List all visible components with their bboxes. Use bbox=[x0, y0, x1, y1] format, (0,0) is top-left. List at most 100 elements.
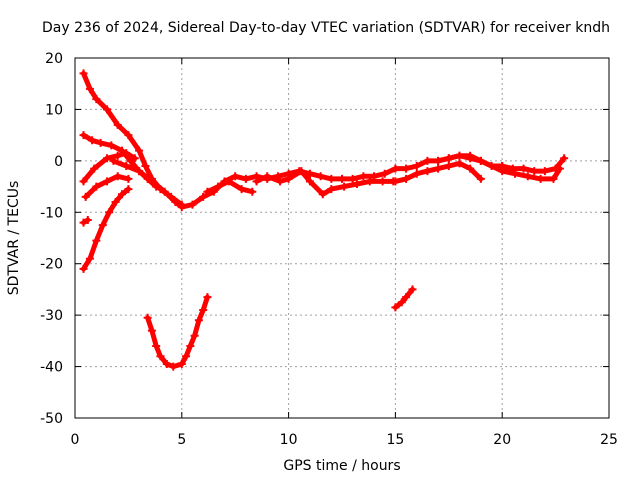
data-point bbox=[79, 69, 88, 78]
data-point bbox=[423, 167, 432, 176]
data-point bbox=[214, 182, 223, 191]
data-point bbox=[182, 352, 191, 361]
x-tick-label: 5 bbox=[177, 432, 186, 448]
data-point bbox=[124, 174, 133, 183]
data-point bbox=[111, 198, 120, 206]
data-point bbox=[466, 154, 475, 163]
data-point bbox=[466, 164, 475, 173]
data-point bbox=[402, 164, 411, 173]
data-point bbox=[402, 293, 411, 302]
data-point bbox=[305, 177, 314, 186]
data-point bbox=[540, 167, 549, 176]
data-point bbox=[352, 180, 361, 188]
data-point bbox=[318, 190, 327, 199]
data-point bbox=[103, 105, 112, 114]
data-point bbox=[359, 172, 368, 181]
data-point bbox=[412, 162, 421, 170]
data-point bbox=[476, 156, 485, 165]
data-point bbox=[248, 187, 257, 196]
data-point bbox=[83, 216, 92, 224]
data-point bbox=[92, 182, 101, 191]
data-point bbox=[79, 218, 88, 227]
data-point bbox=[455, 159, 464, 168]
data-point bbox=[109, 156, 118, 165]
data-point bbox=[203, 187, 212, 196]
data-point bbox=[188, 200, 197, 209]
data-point bbox=[252, 177, 261, 186]
data-point bbox=[434, 164, 443, 173]
data-point bbox=[105, 208, 114, 217]
chart-title: Day 236 of 2024, Sidereal Day-to-day VTE… bbox=[42, 20, 610, 36]
data-point bbox=[391, 177, 400, 186]
data-point bbox=[96, 138, 105, 147]
data-point bbox=[231, 172, 240, 181]
data-point bbox=[444, 162, 453, 170]
data-point bbox=[511, 169, 520, 178]
data-point bbox=[113, 120, 122, 129]
axis-ticks bbox=[74, 57, 610, 419]
data-point bbox=[88, 136, 97, 145]
data-point bbox=[156, 352, 165, 361]
data-point bbox=[316, 172, 325, 181]
data-point bbox=[160, 187, 169, 196]
data-point bbox=[560, 154, 569, 163]
data-point bbox=[241, 174, 250, 183]
data-point bbox=[397, 298, 406, 307]
data-point bbox=[237, 185, 246, 194]
data-point bbox=[408, 285, 417, 294]
data-point bbox=[555, 164, 564, 173]
series-arc-5 bbox=[81, 186, 131, 272]
data-point bbox=[103, 177, 112, 186]
x-axis-label: GPS time / hours bbox=[283, 458, 400, 474]
data-point bbox=[143, 313, 152, 322]
data-point bbox=[130, 154, 139, 163]
data-point bbox=[378, 177, 387, 186]
data-point bbox=[498, 162, 507, 170]
data-point bbox=[380, 169, 389, 178]
data-point bbox=[194, 316, 203, 325]
data-point bbox=[203, 293, 212, 302]
data-point bbox=[199, 306, 208, 314]
data-point bbox=[327, 174, 336, 183]
data-point bbox=[530, 167, 539, 176]
data-point bbox=[107, 141, 116, 150]
grid bbox=[75, 58, 609, 418]
data-point bbox=[122, 162, 131, 170]
data-point bbox=[135, 167, 144, 176]
data-point bbox=[523, 172, 532, 181]
data-point bbox=[113, 151, 122, 160]
x-tick-label: 15 bbox=[386, 432, 404, 448]
x-tick-label: 20 bbox=[493, 432, 511, 448]
x-tick-label: 25 bbox=[600, 432, 618, 448]
data-point bbox=[98, 221, 107, 230]
plot-frame bbox=[74, 57, 610, 419]
y-tick-label: -10 bbox=[40, 205, 63, 221]
data-point bbox=[263, 172, 272, 181]
data-point bbox=[444, 154, 453, 163]
data-point bbox=[487, 162, 496, 170]
y-tick-labels: 20 10 0 -10 -20 -30 -40 -50 bbox=[40, 51, 63, 427]
y-tick-label: 10 bbox=[45, 102, 63, 118]
data-point bbox=[147, 177, 156, 186]
series-arc-7 bbox=[110, 153, 567, 210]
data-point bbox=[171, 198, 180, 206]
data-point bbox=[391, 164, 400, 173]
data-point bbox=[113, 172, 122, 181]
data-point bbox=[297, 167, 306, 176]
data-point bbox=[190, 331, 199, 340]
data-point bbox=[81, 192, 90, 201]
x-tick-label: 10 bbox=[280, 432, 298, 448]
series-layer bbox=[79, 69, 569, 371]
data-point bbox=[85, 254, 94, 263]
data-point bbox=[79, 264, 88, 273]
data-point bbox=[90, 164, 99, 173]
data-point bbox=[305, 169, 314, 178]
data-point bbox=[124, 131, 133, 140]
data-point bbox=[412, 169, 421, 178]
data-point bbox=[122, 149, 131, 158]
data-point bbox=[224, 177, 233, 186]
data-point bbox=[536, 174, 545, 183]
data-point bbox=[338, 174, 346, 183]
y-tick-label: -20 bbox=[40, 257, 63, 273]
